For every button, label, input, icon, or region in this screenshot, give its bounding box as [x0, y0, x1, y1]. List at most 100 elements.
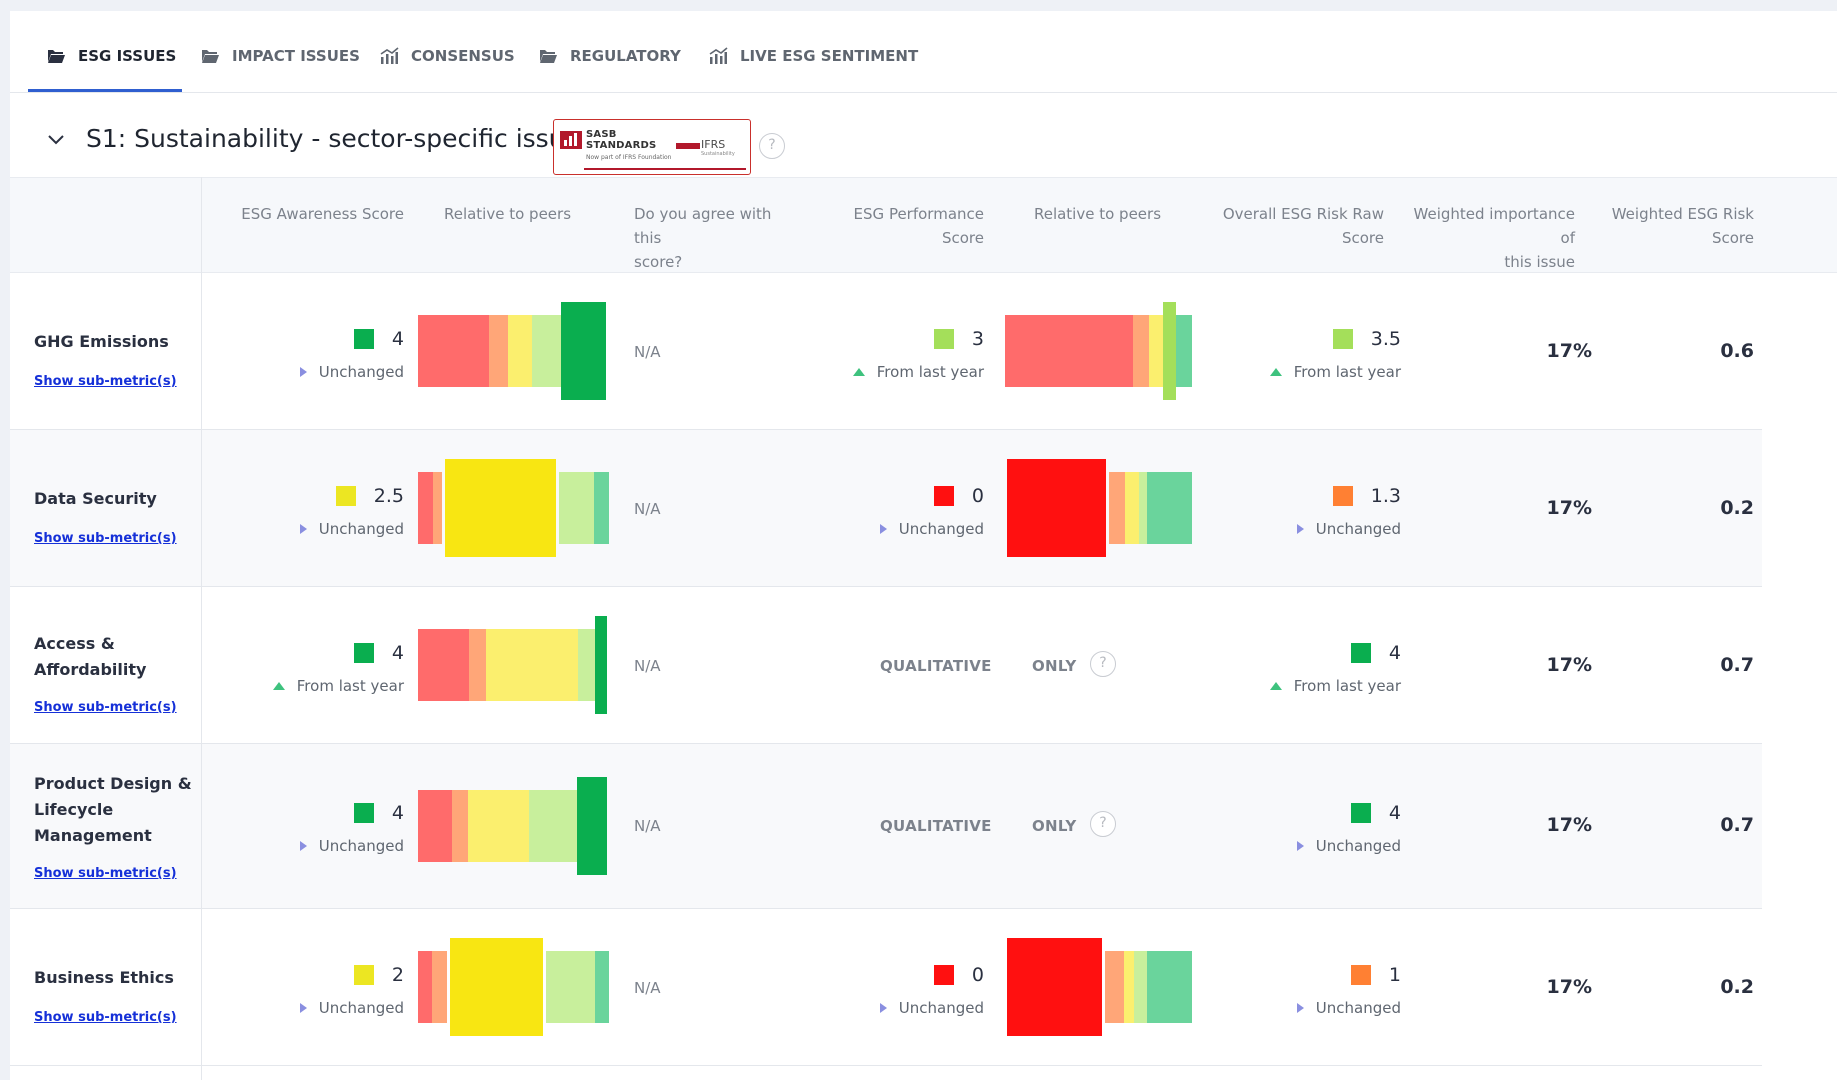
col-header-awareness: ESG Awareness Score — [241, 205, 404, 223]
distribution-segment — [529, 790, 577, 862]
bar-chart-icon — [380, 47, 399, 64]
distribution-segment-highlight — [445, 459, 556, 557]
distribution-segment-highlight — [1007, 938, 1102, 1036]
raw-score: 1 — [1230, 963, 1401, 987]
score-color-swatch — [353, 643, 374, 663]
distribution-segment — [452, 790, 468, 862]
raw-score: 4 — [1230, 801, 1401, 825]
agree-value: N/A — [634, 979, 661, 997]
help-icon[interactable]: ? — [1090, 811, 1116, 837]
distribution-segment — [1124, 951, 1134, 1023]
distribution-segment-highlight — [450, 938, 543, 1036]
performance-qualitative: QUALITATIVE — [880, 657, 992, 675]
score-color-swatch — [1350, 965, 1371, 985]
help-icon[interactable]: ? — [759, 133, 785, 159]
logo-subtext: Now part of IFRS Foundation — [586, 154, 672, 161]
distribution-segment — [595, 951, 609, 1023]
score-color-swatch — [353, 965, 374, 985]
performance-qualitative-only: ONLY — [1032, 657, 1077, 675]
tab-consensus[interactable]: CONSENSUS — [379, 41, 515, 71]
score-color-swatch — [335, 486, 356, 506]
col-header-relative-performance: Relative to peers — [1033, 205, 1162, 223]
trend-up-icon — [1269, 368, 1282, 376]
section-header: S1: Sustainability - sector-specific iss… — [10, 93, 1837, 189]
show-sub-metrics-link[interactable]: Show sub-metric(s) — [34, 1010, 177, 1025]
col-header-raw-score: Overall ESG Risk Raw Score — [1222, 205, 1384, 247]
weighted-importance: 17% — [1546, 654, 1592, 676]
weighted-risk-score: 0.6 — [1720, 340, 1754, 362]
folder-open-icon — [539, 50, 557, 63]
distribution-segment-highlight — [577, 777, 607, 875]
performance-qualitative-only: ONLY — [1032, 817, 1077, 835]
distribution-segment — [418, 629, 469, 701]
esg-issues-panel: ESG ISSUES IMPACT ISSUES CONSENSUS REGUL… — [10, 11, 1837, 1080]
folder-open-icon — [201, 50, 219, 63]
score-color-swatch — [1350, 643, 1371, 663]
distribution-segment — [546, 951, 595, 1023]
issue-name: Product Design & Lifecycle Management — [34, 774, 192, 845]
tab-label: ESG ISSUES — [78, 47, 177, 65]
distribution-segment — [418, 472, 433, 544]
distribution-segment — [1176, 315, 1192, 387]
score-color-swatch — [933, 486, 954, 506]
active-tab-indicator — [28, 89, 182, 92]
weighted-importance: 17% — [1546, 814, 1592, 836]
distribution-segment — [418, 951, 432, 1023]
trend-up-icon — [852, 368, 865, 376]
distribution-segment — [1134, 951, 1147, 1023]
raw-trend: Unchanged — [1210, 835, 1401, 857]
distribution-segment — [1147, 472, 1192, 544]
trend-neutral-icon — [299, 841, 307, 851]
show-sub-metrics-link[interactable]: Show sub-metric(s) — [34, 700, 177, 715]
trend-up-icon — [272, 682, 285, 690]
distribution-segment — [418, 790, 452, 862]
weighted-risk-score: 0.2 — [1720, 976, 1754, 998]
issue-name: Access & Affordability — [34, 634, 147, 679]
distribution-segment — [1147, 951, 1192, 1023]
distribution-segment — [1105, 951, 1124, 1023]
tab-label: REGULATORY — [570, 47, 681, 65]
bar-chart-icon — [709, 47, 728, 64]
distribution-segment — [1125, 472, 1139, 544]
distribution-segment — [1139, 472, 1147, 544]
distribution-segment — [489, 315, 508, 387]
score-color-swatch — [933, 329, 954, 349]
tab-label: IMPACT ISSUES — [232, 47, 360, 65]
score-color-swatch — [1332, 329, 1353, 349]
distribution-segment — [432, 951, 447, 1023]
raw-score: 1.3 — [1230, 484, 1401, 508]
show-sub-metrics-link[interactable]: Show sub-metric(s) — [34, 374, 177, 389]
weighted-risk-score: 0.2 — [1720, 497, 1754, 519]
performance-score: 0 — [830, 484, 984, 508]
sasb-standards-logo: SASB STANDARDS Now part of IFRS Foundati… — [553, 119, 751, 175]
trend-neutral-icon — [879, 524, 887, 534]
distribution-segment — [468, 790, 529, 862]
distribution-segment — [433, 472, 442, 544]
tab-label: CONSENSUS — [411, 47, 515, 65]
chevron-down-icon[interactable] — [46, 129, 66, 149]
show-sub-metrics-link[interactable]: Show sub-metric(s) — [34, 866, 177, 881]
agree-value: N/A — [634, 500, 661, 518]
show-sub-metrics-link[interactable]: Show sub-metric(s) — [34, 531, 177, 546]
raw-trend: From last year — [1210, 361, 1401, 383]
weighted-importance: 17% — [1546, 340, 1592, 362]
tab-regulatory[interactable]: REGULATORY — [538, 41, 681, 71]
distribution-segment — [1149, 315, 1163, 387]
distribution-segment — [508, 315, 532, 387]
table-row: Business Ethics Show sub-metric(s) 2 Unc… — [10, 909, 1762, 1066]
help-icon[interactable]: ? — [1090, 651, 1116, 677]
ifrs-text: IFRS — [701, 138, 726, 151]
tab-esg-issues[interactable]: ESG ISSUES — [46, 41, 176, 71]
ifrs-mark — [676, 143, 700, 149]
table-row: Data Security Show sub-metric(s) 2.5 Unc… — [10, 430, 1762, 587]
tab-live-esg-sentiment[interactable]: LIVE ESG SENTIMENT — [708, 41, 918, 71]
col-header-weight: Weighted importance of this issue — [1413, 205, 1575, 271]
distribution-segment — [559, 472, 594, 544]
awareness-score: 2 — [250, 963, 404, 987]
performance-trend: From last year — [810, 361, 984, 383]
tab-impact-issues[interactable]: IMPACT ISSUES — [200, 41, 360, 71]
awareness-trend: Unchanged — [250, 835, 404, 857]
sasb-mark — [560, 131, 582, 149]
awareness-trend: Unchanged — [250, 518, 404, 540]
col-header-performance: ESG Performance Score — [853, 205, 984, 247]
